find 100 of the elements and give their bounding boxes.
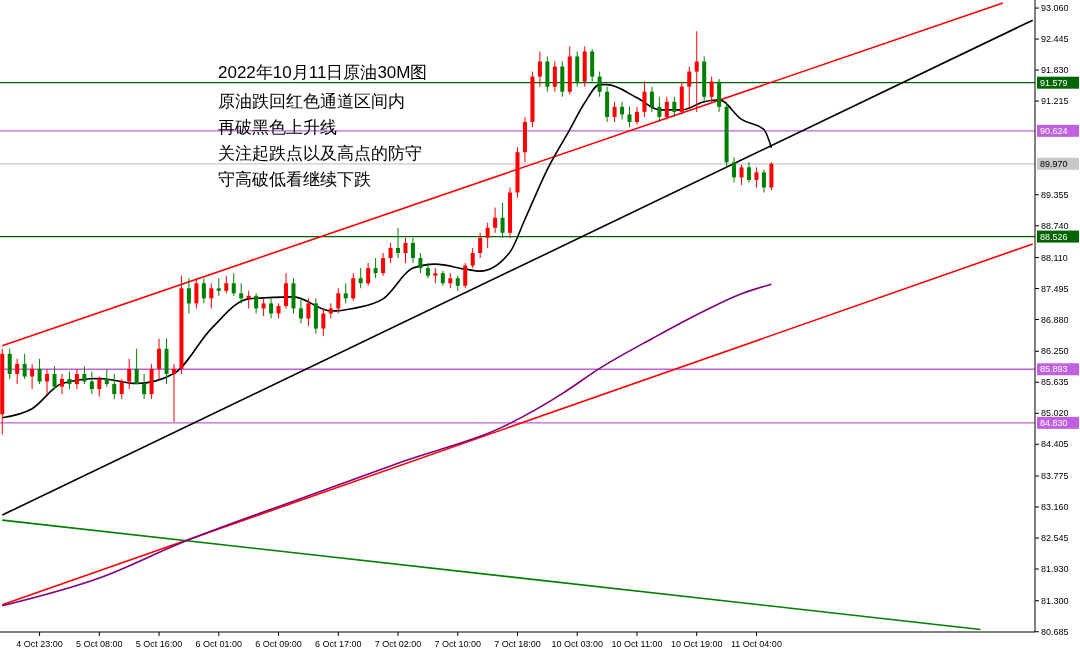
ref-line-label: 90.624 bbox=[1040, 125, 1068, 136]
annotation: 再破黑色上升线 bbox=[218, 118, 337, 137]
candlestick bbox=[418, 252, 423, 274]
candlestick bbox=[769, 161, 774, 191]
candlestick bbox=[597, 71, 602, 98]
annotation: 守高破低看继续下跌 bbox=[218, 170, 371, 189]
candlestick bbox=[194, 277, 199, 309]
x-tick-label: 4 Oct 23:00 bbox=[16, 639, 63, 649]
candlestick bbox=[537, 50, 542, 88]
candlestick bbox=[231, 272, 236, 297]
ref-line-label: 91.579 bbox=[1040, 77, 1068, 88]
candlestick bbox=[381, 252, 386, 277]
y-tick-label: 85.020 bbox=[1041, 408, 1069, 419]
candlestick bbox=[410, 237, 415, 264]
candlestick bbox=[403, 237, 408, 264]
y-tick-label: 87.495 bbox=[1041, 283, 1069, 294]
candlestick bbox=[470, 247, 475, 269]
candlestick bbox=[358, 267, 363, 289]
y-tick-label: 80.685 bbox=[1041, 626, 1069, 637]
ref-line-label: 88.526 bbox=[1040, 231, 1068, 242]
x-tick-label: 5 Oct 08:00 bbox=[76, 639, 123, 649]
candlestick bbox=[463, 262, 468, 289]
y-tick-label: 81.300 bbox=[1041, 595, 1069, 606]
candlestick bbox=[500, 202, 505, 239]
ref-line-label: 84.830 bbox=[1040, 418, 1068, 428]
x-tick-label: 10 Oct 19:00 bbox=[670, 639, 723, 649]
candlestick bbox=[209, 282, 214, 309]
x-tick-label: 11 Oct 04:00 bbox=[731, 639, 782, 649]
candlestick bbox=[642, 81, 647, 118]
ref-line-label: 85.893 bbox=[1040, 364, 1068, 375]
y-tick-label: 93.060 bbox=[1041, 3, 1069, 14]
line-series bbox=[1, 283, 773, 607]
candlestick bbox=[22, 353, 27, 380]
candlestick bbox=[732, 156, 737, 183]
candlestick bbox=[396, 227, 401, 259]
candlestick bbox=[74, 368, 79, 390]
y-tick-label: 84.405 bbox=[1041, 439, 1069, 450]
candlestick bbox=[754, 166, 759, 188]
y-tick-label: 88.740 bbox=[1041, 220, 1069, 231]
candlestick bbox=[552, 60, 557, 93]
annotation: 原油跌回红色通道区间内 bbox=[218, 92, 405, 111]
y-tick-label: 86.880 bbox=[1041, 314, 1069, 325]
candlestick bbox=[366, 262, 371, 287]
candlestick bbox=[709, 76, 714, 103]
x-tick-label: 6 Oct 01:00 bbox=[195, 639, 243, 649]
text: 2022年10月11日原油30M图 bbox=[218, 63, 428, 82]
x-tick-label: 10 Oct 03:00 bbox=[551, 639, 604, 649]
y-tick-label: 88.110 bbox=[1041, 252, 1068, 263]
candlestick bbox=[493, 207, 498, 234]
ref-line-label: 89.970 bbox=[1040, 158, 1068, 169]
x-tick-label: 6 Oct 09:00 bbox=[255, 639, 302, 649]
candlestick bbox=[37, 358, 42, 385]
candlestick bbox=[321, 307, 326, 337]
candlestick bbox=[298, 297, 303, 325]
candlestick bbox=[284, 272, 289, 309]
candlestick bbox=[739, 164, 744, 186]
candlestick bbox=[373, 257, 378, 279]
candlestick bbox=[336, 287, 341, 314]
y-tick-label: 92.445 bbox=[1041, 34, 1069, 45]
candlestick bbox=[45, 368, 50, 395]
candlestick bbox=[119, 378, 124, 400]
y-tick-label: 89.355 bbox=[1041, 189, 1069, 200]
x-tick-label: 7 Oct 02:00 bbox=[374, 639, 422, 649]
candlestick bbox=[15, 358, 20, 385]
x-tick-label: 7 Oct 10:00 bbox=[434, 639, 482, 649]
candlestick bbox=[269, 297, 274, 320]
y-tick-label: 86.250 bbox=[1041, 346, 1069, 357]
y-tick-label: 83.775 bbox=[1041, 471, 1069, 482]
candlestick bbox=[134, 348, 139, 385]
x-tick-label: 7 Oct 18:00 bbox=[494, 639, 541, 649]
x-tick-label: 10 Oct 11:00 bbox=[611, 639, 663, 649]
candlestick bbox=[746, 161, 751, 183]
candlestick bbox=[351, 272, 356, 302]
candlestick bbox=[186, 277, 191, 314]
candlestick bbox=[649, 86, 654, 113]
y-tick-label: 91.830 bbox=[1041, 65, 1069, 76]
x-tick-label: 6 Oct 17:00 bbox=[315, 639, 362, 649]
candlestick bbox=[171, 363, 176, 423]
candlestick bbox=[687, 66, 692, 108]
candlestick bbox=[239, 282, 244, 304]
candlestick bbox=[664, 96, 669, 120]
candlestick bbox=[627, 106, 632, 128]
candlestick bbox=[52, 365, 57, 390]
y-tick-label: 82.545 bbox=[1041, 533, 1069, 544]
candlestick bbox=[142, 373, 147, 400]
candlestick bbox=[97, 375, 102, 398]
candlestick bbox=[254, 292, 259, 314]
candlestick bbox=[201, 277, 206, 304]
candlestick bbox=[306, 297, 311, 327]
y-tick-label: 81.930 bbox=[1041, 564, 1069, 575]
candlestick bbox=[388, 242, 393, 264]
candlestick bbox=[425, 262, 430, 279]
candlestick bbox=[30, 363, 35, 390]
candlestick bbox=[7, 348, 12, 380]
candlestick bbox=[761, 169, 766, 194]
candlestick bbox=[59, 373, 64, 395]
candlestick bbox=[612, 101, 617, 123]
y-tick-label: 83.160 bbox=[1041, 502, 1069, 513]
y-tick-label: 91.215 bbox=[1041, 96, 1069, 107]
candlestick bbox=[672, 96, 677, 118]
